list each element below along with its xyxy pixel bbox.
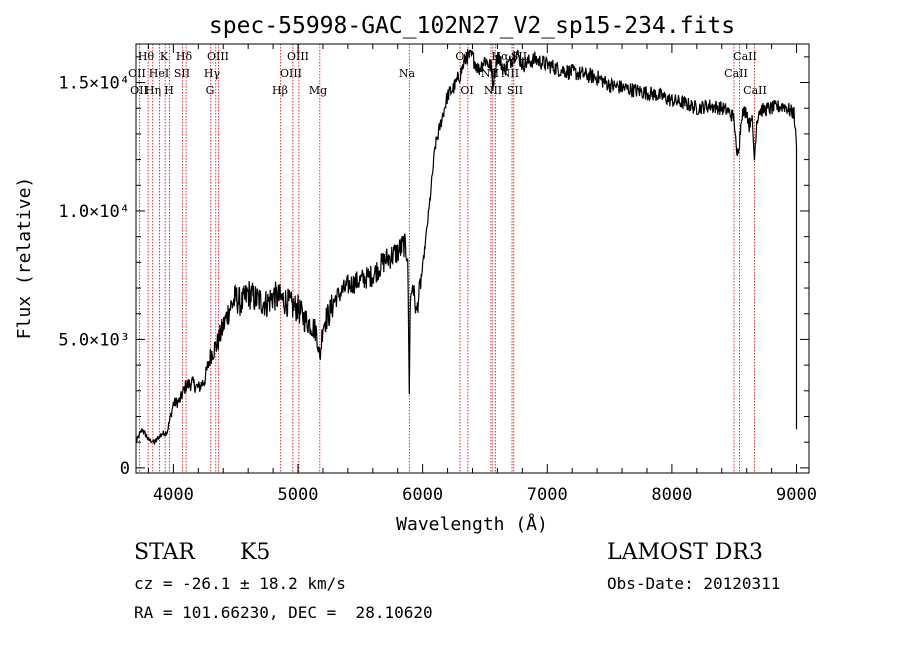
subclass-label: K5 (240, 540, 271, 565)
x-tick-label: 4000 (153, 485, 194, 505)
line-label-2-4: Hβ (272, 84, 288, 97)
spectrum-line (135, 49, 798, 446)
coordinates: RA = 101.66230, DEC = 28.10620 (134, 603, 433, 622)
line-label-0-0: Hθ (138, 50, 155, 63)
line-label-2-9: CaII (743, 84, 767, 97)
y-tick-label: 0 (120, 459, 130, 479)
emission-lines (138, 44, 755, 473)
line-label-0-4: OIII (287, 50, 309, 63)
x-tick-label: 8000 (651, 485, 692, 505)
redshift-value: cz = -26.1 ± 18.2 km/s (134, 574, 346, 593)
line-label-2-5: Mg (309, 84, 327, 97)
y-tick-label: 1.5×10⁴ (58, 74, 130, 94)
y-tick-label: 1.0×10⁴ (58, 202, 130, 222)
y-axis: 0 5.0×10³ 1.0×10⁴ 1.5×10⁴ (58, 56, 809, 479)
line-label-1-4: OIII (280, 67, 302, 80)
class-label: STAR (134, 540, 195, 565)
chart-title: spec-55998-GAC_102N27_V2_sp15-234.fits (209, 13, 735, 39)
line-label-0-3: OIII (207, 50, 229, 63)
x-tick-label: 6000 (402, 485, 443, 505)
line-label-0-8: CaII (733, 50, 757, 63)
line-label-1-5: Na (399, 67, 416, 80)
x-axis: 4000 5000 6000 7000 8000 9000 (147, 44, 817, 505)
line-label-0-2: Hδ (176, 50, 193, 63)
line-label-1-8: CaII (724, 67, 748, 80)
y-tick-label: 5.0×10³ (58, 330, 130, 350)
line-label-1-0: OII (128, 67, 146, 80)
survey-label: LAMOST DR3 (607, 540, 763, 565)
obs-date: Obs-Date: 20120311 (607, 574, 781, 593)
line-label-2-8: SII (507, 84, 523, 97)
y-axis-label: Flux (relative) (14, 177, 35, 340)
x-tick-label: 9000 (776, 485, 817, 505)
x-tick-label: 5000 (278, 485, 319, 505)
line-label-2-3: G (206, 84, 215, 97)
line-label-1-1: HeI (149, 67, 169, 80)
line-label-1-2: SII (174, 67, 190, 80)
line-label-2-1: Hη (145, 84, 161, 97)
line-label-2-2: H (164, 84, 174, 97)
x-axis-label: Wavelength (Å) (396, 513, 548, 535)
line-label-2-0: OII (130, 84, 148, 97)
line-label-1-3: Hγ (204, 67, 221, 80)
spectrum-chart: spec-55998-GAC_102N27_V2_sp15-234.fits H… (14, 13, 817, 535)
line-label-0-1: K (160, 50, 169, 63)
line-label-2-6: OI (460, 84, 473, 97)
x-tick-label: 7000 (527, 485, 568, 505)
